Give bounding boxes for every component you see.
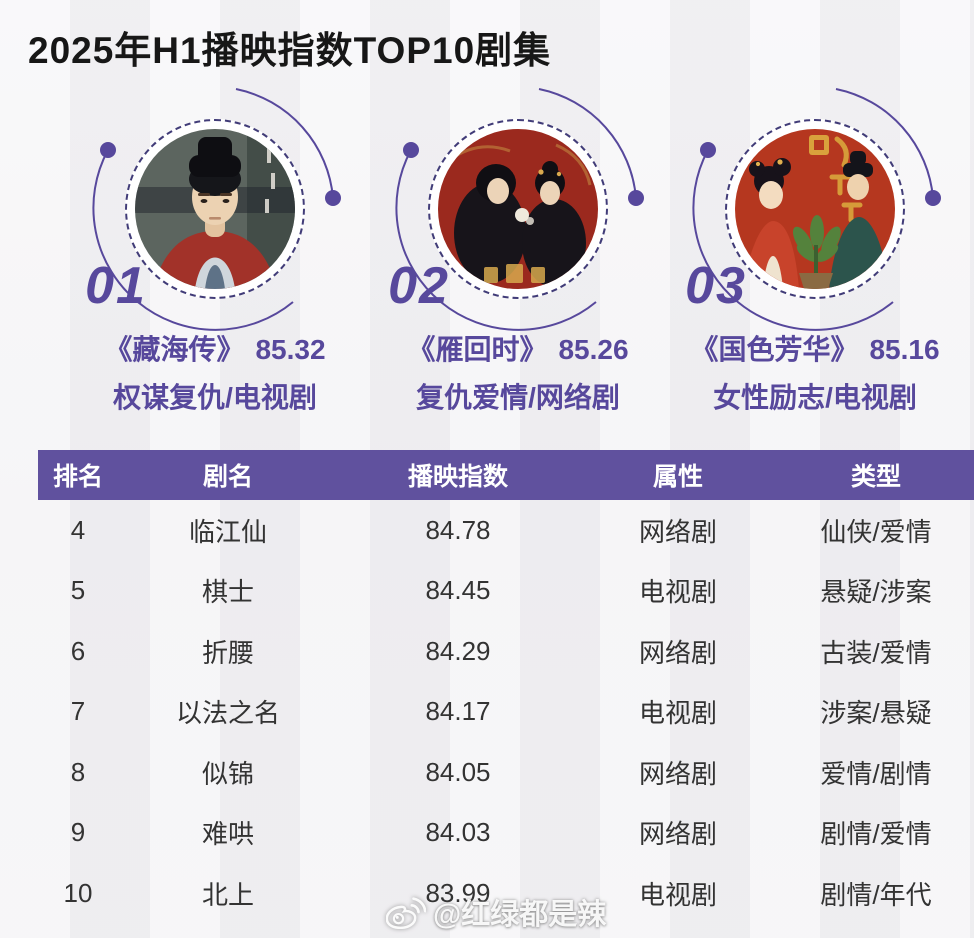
table-row: 5 棋士 84.45 电视剧 悬疑/涉案 <box>38 561 974 622</box>
drama-title-line: 《国色芳华》 85.16 <box>660 328 970 368</box>
cell-rank: 4 <box>70 514 86 545</box>
cell-name: 似锦 <box>201 758 254 789</box>
cell-name: 临江仙 <box>188 516 267 547</box>
photo-ring <box>428 119 608 299</box>
drama-score: 85.26 <box>558 334 629 365</box>
cell-attr: 电视剧 <box>638 879 717 910</box>
table-row: 9 难哄 84.03 网络剧 剧情/爱情 <box>38 803 974 864</box>
cell-attr: 网络剧 <box>638 637 717 668</box>
header-cell-attr: 属性 <box>652 463 703 491</box>
cell-rank: 7 <box>70 696 86 727</box>
cell-index: 84.45 <box>425 575 491 606</box>
cell-type: 剧情/爱情 <box>820 819 932 850</box>
drama-tags: 女性励志/电视剧 <box>713 382 917 413</box>
drama-photo-guosefanghua <box>735 129 895 289</box>
drama-photo-canghaizhuan <box>135 129 295 289</box>
cell-index: 84.29 <box>425 635 491 666</box>
cell-type: 仙侠/爱情 <box>820 516 932 547</box>
cell-type: 古装/爱情 <box>820 637 932 668</box>
cell-attr: 网络剧 <box>638 516 717 547</box>
watermark-handle: @红绿都是辣 <box>433 899 607 931</box>
drama-title: 《国色芳华》 <box>690 334 859 365</box>
drama-tags: 复仇爱情/网络剧 <box>416 382 620 413</box>
photo-ring <box>125 119 305 299</box>
table-row: 6 折腰 84.29 网络剧 古装/爱情 <box>38 621 974 682</box>
top3-card-2: 02 《雁回时》 85.26 复仇爱情/网络剧 <box>363 85 673 437</box>
drama-title: 《藏海传》 <box>104 334 245 365</box>
cell-name: 棋士 <box>201 577 254 608</box>
rank-table: 排名 剧名 播映指数 属性 类型 4 临江仙 84.78 网络剧 仙侠/爱情 5… <box>38 450 974 924</box>
header-cell-name: 剧名 <box>202 463 253 491</box>
cell-attr: 电视剧 <box>638 698 717 729</box>
cell-index: 84.78 <box>425 514 491 545</box>
drama-title-line: 《雁回时》 85.26 <box>363 328 673 368</box>
drama-score: 85.16 <box>869 334 940 365</box>
drama-score: 85.32 <box>255 334 326 365</box>
page-title: 2025年H1播映指数TOP10剧集 <box>28 30 552 71</box>
table-row: 10 北上 83.99 电视剧 剧情/年代 <box>38 863 974 924</box>
top3-card-1: 01 《藏海传》 85.32 权谋复仇/电视剧 <box>60 85 370 437</box>
cell-index: 84.03 <box>425 817 491 848</box>
cell-rank: 6 <box>70 635 86 666</box>
drama-title-line: 《藏海传》 85.32 <box>60 328 370 368</box>
cell-name: 折腰 <box>201 637 254 668</box>
cell-index: 84.05 <box>425 756 491 787</box>
weibo-icon <box>386 897 426 929</box>
table-header-row: 排名 剧名 播映指数 属性 类型 <box>38 450 974 500</box>
drama-photo-yanhuishi <box>438 129 598 289</box>
cell-attr: 网络剧 <box>638 819 717 850</box>
cell-type: 剧情/年代 <box>820 879 932 910</box>
header-cell-rank: 排名 <box>52 463 103 491</box>
cell-name: 以法之名 <box>175 698 280 729</box>
header-cell-index: 播映指数 <box>407 463 508 491</box>
cell-type: 悬疑/涉案 <box>820 577 932 608</box>
rank-badge: 01 <box>85 257 147 315</box>
top3-card-3: 03 《国色芳华》 85.16 女性励志/电视剧 <box>660 85 970 437</box>
cell-type: 爱情/剧情 <box>820 758 932 789</box>
cell-name: 北上 <box>201 879 254 910</box>
rank-badge: 02 <box>388 257 450 315</box>
cell-name: 难哄 <box>201 819 254 850</box>
header-cell-type: 类型 <box>850 463 901 491</box>
cell-rank: 9 <box>70 817 86 848</box>
cell-attr: 网络剧 <box>638 758 717 789</box>
cell-index: 83.99 <box>425 877 491 908</box>
cell-index: 84.17 <box>425 696 491 727</box>
photo-ring <box>725 119 905 299</box>
watermark: @红绿都是辣 <box>386 891 606 933</box>
cell-rank: 8 <box>70 756 86 787</box>
rank-badge: 03 <box>685 257 747 315</box>
table-row: 8 似锦 84.05 网络剧 爱情/剧情 <box>38 742 974 803</box>
drama-tags: 权谋复仇/电视剧 <box>113 382 317 413</box>
drama-title: 《雁回时》 <box>407 334 548 365</box>
table-row: 4 临江仙 84.78 网络剧 仙侠/爱情 <box>38 500 974 561</box>
cell-attr: 电视剧 <box>638 577 717 608</box>
table-row: 7 以法之名 84.17 电视剧 涉案/悬疑 <box>38 682 974 743</box>
cell-type: 涉案/悬疑 <box>820 698 932 729</box>
cell-rank: 5 <box>70 575 86 606</box>
cell-rank: 10 <box>63 877 93 908</box>
